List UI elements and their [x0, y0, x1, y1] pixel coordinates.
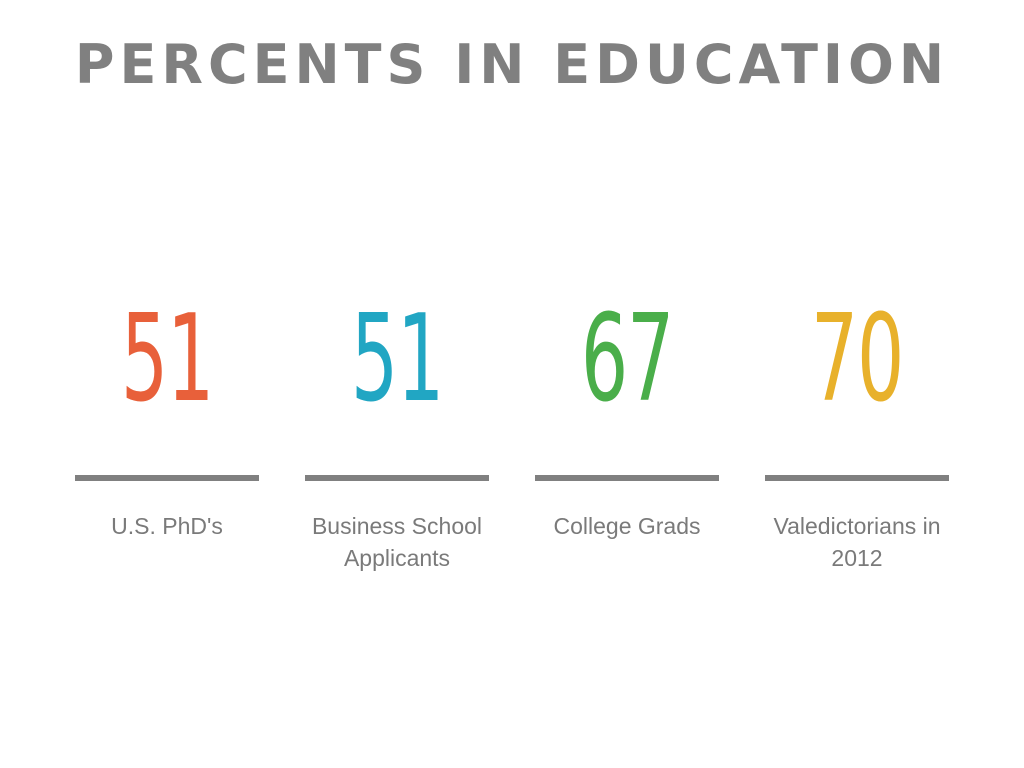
- stat-label: Business School Applicants: [311, 513, 483, 571]
- stat-value: 70: [810, 290, 904, 429]
- divider-rule: [75, 475, 259, 481]
- slide-title: PERCENTS IN EDUCATION: [74, 33, 950, 96]
- stat-label: Valedictorians in 2012: [773, 513, 941, 571]
- stat-value: 51: [120, 290, 214, 429]
- stat-label: U.S. PhD's: [111, 513, 223, 539]
- divider-rule: [305, 475, 489, 481]
- divider-rule: [765, 475, 949, 481]
- stat-value: 51: [350, 290, 444, 429]
- divider-rule: [535, 475, 719, 481]
- stat-label: College Grads: [553, 513, 701, 539]
- stat-value: 67: [580, 290, 674, 429]
